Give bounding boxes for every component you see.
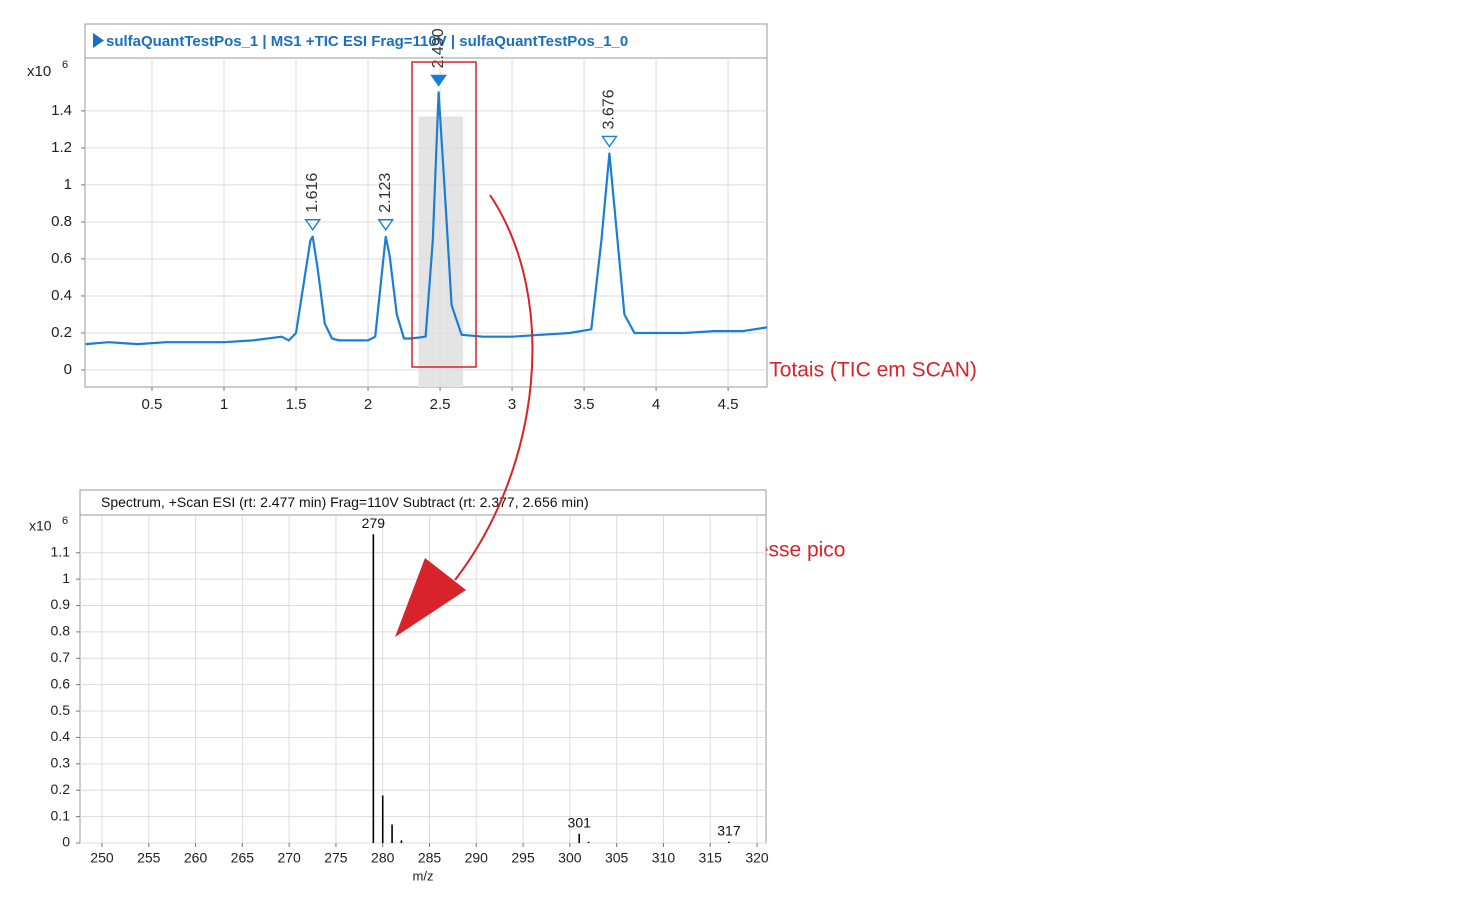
x-tick-label: 3 bbox=[508, 396, 516, 413]
x-tick-label: 270 bbox=[277, 850, 301, 866]
x-tick-label: 290 bbox=[465, 850, 489, 866]
y-exponent: 6 bbox=[62, 59, 68, 71]
x-tick-label: 1 bbox=[220, 396, 228, 413]
y-tick-label: 0.6 bbox=[51, 250, 72, 267]
peak-label: 317 bbox=[717, 822, 741, 838]
peak-label: 279 bbox=[362, 515, 386, 531]
x-tick-label: 2 bbox=[364, 396, 372, 413]
y-tick-label: 0 bbox=[64, 361, 72, 378]
peak-marker bbox=[430, 74, 447, 87]
x-tick-label: 305 bbox=[605, 850, 629, 866]
y-tick-label: 0.4 bbox=[51, 728, 71, 744]
x-tick-label: 295 bbox=[511, 850, 535, 866]
x-tick-label: 4.5 bbox=[718, 396, 739, 413]
y-tick-label: 0.3 bbox=[51, 755, 71, 771]
y-tick-label: 0.8 bbox=[51, 213, 72, 230]
x-tick-label: 1.5 bbox=[286, 396, 307, 413]
chart-title: sulfaQuantTestPos_1 | MS1 +TIC ESI Frag=… bbox=[106, 33, 628, 50]
y-tick-label: 0.5 bbox=[51, 702, 71, 718]
y-tick-label: 0.6 bbox=[51, 675, 71, 691]
title-bar bbox=[84, 23, 768, 59]
title-group: sulfaQuantTestPos_1 | MS1 +TIC ESI Frag=… bbox=[93, 33, 628, 50]
shaded-range bbox=[418, 116, 464, 387]
y-multiplier: x10 bbox=[29, 518, 52, 534]
x-tick-label: 280 bbox=[371, 850, 395, 866]
y-tick-label: 1 bbox=[62, 570, 70, 586]
y-tick-label: 1.2 bbox=[51, 139, 72, 156]
x-tick-label: 300 bbox=[558, 850, 582, 866]
peak-label: 2.490 bbox=[430, 28, 447, 68]
x-tick-label: 250 bbox=[90, 850, 114, 866]
x-tick-label: 320 bbox=[745, 850, 769, 866]
title-bar bbox=[79, 489, 767, 516]
peak-label: 301 bbox=[568, 814, 592, 830]
y-multiplier: x10 bbox=[27, 63, 51, 80]
x-tick-label: 3.5 bbox=[574, 396, 595, 413]
peak-marker bbox=[377, 219, 395, 231]
title-icon bbox=[93, 33, 104, 48]
x-tick-label: 275 bbox=[324, 850, 348, 866]
y-tick-label: 0.2 bbox=[51, 781, 71, 797]
x-axis-label: m/z bbox=[413, 868, 434, 883]
y-tick-label: 0.7 bbox=[51, 649, 71, 665]
peak-label: 2.123 bbox=[377, 173, 394, 213]
x-tick-label: 0.5 bbox=[142, 396, 163, 413]
chart-title: Spectrum, +Scan ESI (rt: 2.477 min) Frag… bbox=[101, 494, 589, 510]
y-tick-label: 1 bbox=[64, 176, 72, 193]
x-tick-label: 260 bbox=[184, 850, 208, 866]
arrow-head bbox=[395, 558, 466, 637]
x-tick-label: 310 bbox=[652, 850, 676, 866]
x-tick-label: 285 bbox=[418, 850, 442, 866]
x-tick-label: 4 bbox=[652, 396, 660, 413]
y-tick-label: 0.4 bbox=[51, 287, 72, 304]
arrow bbox=[454, 194, 534, 581]
x-tick-label: 255 bbox=[137, 850, 161, 866]
highlight-box bbox=[411, 61, 477, 368]
y-tick-label: 1.4 bbox=[51, 102, 72, 119]
y-tick-label: 0.8 bbox=[51, 623, 71, 639]
peak-marker bbox=[304, 219, 322, 231]
peak-label: 1.616 bbox=[304, 173, 321, 213]
y-tick-label: 1.1 bbox=[51, 543, 71, 559]
x-tick-label: 2.5 bbox=[430, 396, 451, 413]
y-tick-label: 0.2 bbox=[51, 324, 72, 341]
peak-marker bbox=[601, 135, 618, 148]
data-line bbox=[85, 91, 768, 346]
y-tick-label: 0.9 bbox=[51, 596, 71, 612]
y-exponent: 6 bbox=[62, 515, 68, 527]
y-tick-label: 0 bbox=[62, 834, 70, 850]
peak-label: 3.676 bbox=[601, 89, 618, 129]
x-tick-label: 315 bbox=[699, 850, 723, 866]
x-tick-label: 265 bbox=[231, 850, 255, 866]
y-tick-label: 0.1 bbox=[51, 807, 71, 823]
